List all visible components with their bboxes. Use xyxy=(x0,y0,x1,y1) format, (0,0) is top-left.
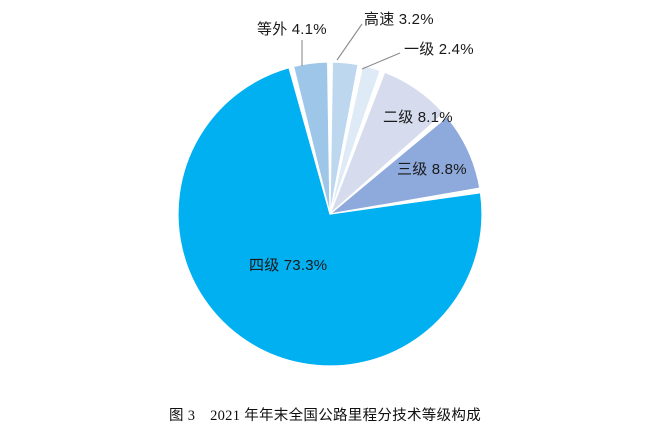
pie-label-yiji: 一级 2.4% xyxy=(404,41,474,58)
figure-caption: 图 3 2021 年年末全国公路里程分技术等级构成 xyxy=(169,408,481,424)
leader-line-gaosu xyxy=(336,23,363,61)
leader-line-yiji xyxy=(361,52,401,70)
pie-label-erji: 二级 8.1% xyxy=(383,109,453,126)
pie-slice-二级 xyxy=(329,71,445,215)
pie-label-siji: 四级 73.3% xyxy=(249,257,328,274)
pie-slice-三级 xyxy=(329,116,481,215)
pie-slice-等外 xyxy=(292,61,331,215)
pie-label-gaosu: 高速 3.2% xyxy=(364,11,434,28)
pie-slice-四级 xyxy=(177,67,483,367)
pie-label-sanji: 三级 8.8% xyxy=(397,161,467,178)
leader-line-group xyxy=(301,23,401,70)
pie-slice-一级 xyxy=(329,64,381,215)
pie-slice-group xyxy=(177,61,483,367)
pie-slice-高速 xyxy=(329,61,359,215)
pie-label-dengwai: 等外 4.1% xyxy=(257,21,327,38)
